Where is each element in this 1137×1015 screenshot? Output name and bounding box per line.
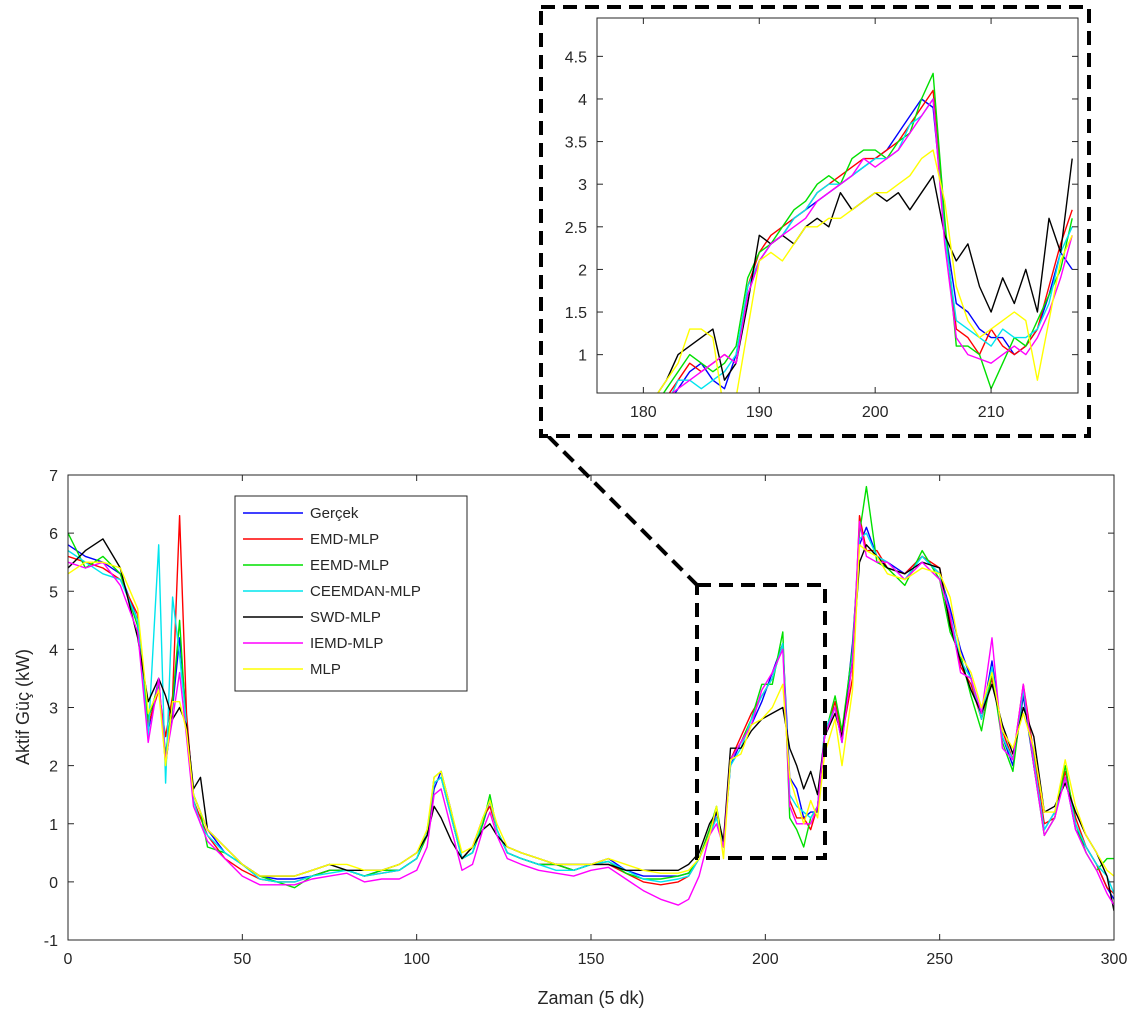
main-series-emd-mlp	[68, 515, 1114, 895]
main-x-tick-label: 100	[403, 951, 430, 968]
legend-label-ger-ek: Gerçek	[310, 505, 359, 522]
main-y-tick-label: 7	[49, 468, 58, 485]
inset-y-tick-label: 1.5	[565, 305, 587, 322]
legend-box	[234, 495, 468, 692]
inset-series-ceemdan-mlp	[671, 98, 1073, 393]
main-plot: 0 50 100 150 200 250 300 -1 0 1 2 3 4 5 6 7 Zaman (5 d…	[13, 468, 1127, 1008]
inset-y-tick-label: 3	[578, 177, 587, 194]
inset-series-group	[657, 72, 1073, 393]
main-x-tick-label: 250	[926, 951, 953, 968]
main-x-tick-label: 200	[752, 951, 779, 968]
main-x-tick-label: 0	[64, 951, 73, 968]
inset-y-ticks: 1 1.5 2 2.5 3 3.5 4 4.5	[565, 49, 1078, 365]
inset-x-ticks: 180 190 200 210	[630, 18, 1005, 421]
main-y-ticks: -1 0 1 2 3 4 5 6 7	[44, 468, 1114, 950]
main-y-tick-label: 6	[49, 526, 58, 543]
main-y-tick-label: 2	[49, 759, 58, 776]
inset-y-tick-label: 4.5	[565, 49, 587, 66]
legend-label-mlp: MLP	[310, 661, 341, 678]
inset-x-tick-label: 210	[978, 404, 1005, 421]
legend-label-eemd-mlp: EEMD-MLP	[310, 557, 389, 574]
main-y-tick-label: 3	[49, 701, 58, 718]
main-x-tick-label: 300	[1101, 951, 1128, 968]
main-y-tick-label: 0	[49, 875, 58, 892]
inset-y-tick-label: 4	[578, 92, 587, 109]
inset-y-tick-label: 1	[578, 348, 587, 365]
main-y-tick-label: 1	[49, 817, 58, 834]
main-y-tick-label: 5	[49, 584, 58, 601]
main-series-iemd-mlp	[68, 520, 1114, 906]
inset-x-tick-label: 190	[746, 404, 773, 421]
main-series-group	[68, 485, 1114, 912]
zoom-connector-line	[546, 434, 699, 587]
inset-series-eemd-mlp	[662, 72, 1073, 393]
zoom-region-box	[695, 583, 827, 860]
inset-plot-frame	[596, 17, 1079, 394]
inset-plot: 180 190 200 210 1 1.5 2 2.5 3 3.5 4 4.5	[539, 5, 1091, 438]
main-x-tick-label: 150	[578, 951, 605, 968]
inset-x-tick-label: 200	[862, 404, 889, 421]
inset-y-tick-label: 3.5	[565, 135, 587, 152]
legend: Gerçek EMD-MLP EEMD-MLP CEEMDAN-MLP SWD-MLP I…	[234, 495, 468, 692]
legend-label-iemd-mlp: IEMD-MLP	[310, 635, 383, 652]
main-series-mlp	[68, 544, 1114, 877]
legend-label-swd-mlp: SWD-MLP	[310, 609, 381, 626]
legend-label-ceemdan-mlp: CEEMDAN-MLP	[310, 583, 421, 600]
inset-y-tick-label: 2	[578, 262, 587, 279]
main-x-axis-label: Zaman (5 dk)	[537, 988, 644, 1008]
main-y-tick-label: -1	[44, 933, 58, 950]
inset-y-tick-label: 2.5	[565, 220, 587, 237]
inset-series-mlp	[657, 149, 1073, 393]
main-y-tick-label: 4	[49, 642, 58, 659]
inset-plot-area	[597, 18, 1078, 393]
inset-x-tick-label: 180	[630, 404, 657, 421]
inset-series-iemd-mlp	[671, 98, 1073, 393]
legend-label-emd-mlp: EMD-MLP	[310, 531, 379, 548]
main-y-axis-label: Aktif Güç (kW)	[13, 649, 33, 765]
main-x-ticks: 0 50 100 150 200 250 300	[64, 475, 1128, 968]
main-x-tick-label: 50	[233, 951, 251, 968]
